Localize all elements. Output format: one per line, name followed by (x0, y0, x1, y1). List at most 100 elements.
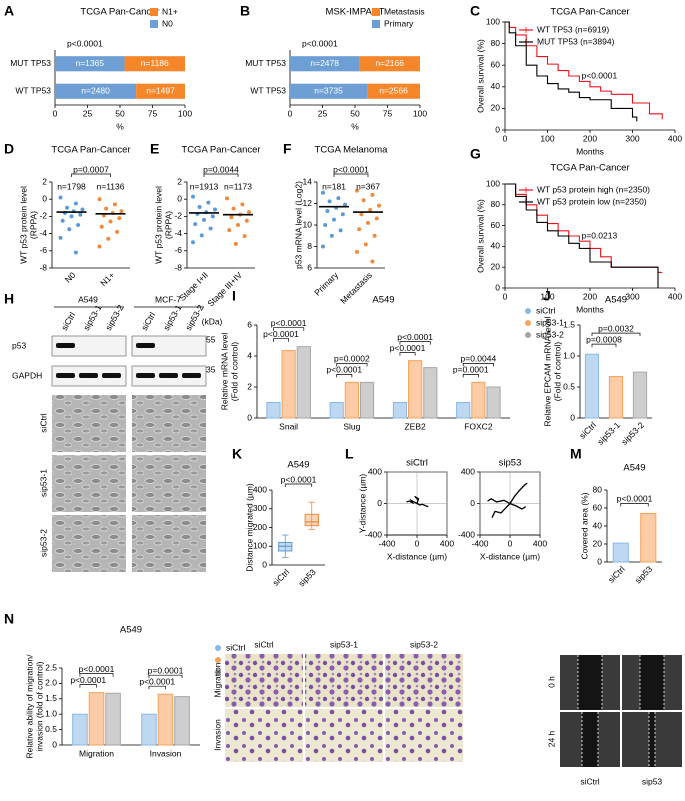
chart-title: sip53 (499, 458, 522, 469)
x-tick-label: 100 (178, 108, 192, 118)
data-point (338, 228, 343, 233)
panel-letter: M (570, 446, 582, 462)
chart-title: A549 (372, 295, 394, 306)
legend-swatch (150, 8, 158, 16)
n-label: n=1913 (190, 181, 219, 191)
panel-letter: C (470, 3, 480, 19)
data-point (244, 218, 249, 223)
data-point (78, 212, 83, 217)
p-value: p<0.0001 (263, 329, 299, 339)
bar (392, 402, 408, 419)
legend-swatch (372, 8, 380, 16)
y-tick-label: 20 (491, 103, 501, 113)
bar-segment (124, 56, 185, 72)
bar (72, 713, 88, 746)
y-tick-label: -400 (365, 529, 382, 539)
data-point (73, 250, 78, 255)
data-point (115, 229, 120, 234)
significance-bracket (462, 374, 479, 378)
legend-label: sip53-1 (536, 317, 564, 327)
data-point (357, 227, 362, 232)
legend-label: siCtrl (226, 642, 245, 652)
y-tick-label: 8 (307, 241, 312, 251)
data-point (321, 190, 325, 195)
x-tick-label: 0 (415, 538, 420, 548)
y-tick-label: 300 (253, 503, 267, 513)
track (416, 502, 429, 508)
y-tick-label: 0 (42, 193, 47, 203)
y-tick-label: -2 (39, 211, 47, 221)
x-tick-label: sip53 (633, 564, 655, 586)
data-point (359, 212, 364, 217)
y-tick-label: WT TP53 (15, 86, 51, 96)
micrograph (132, 395, 206, 452)
bar-segment (359, 56, 420, 72)
x-axis-label: X-distance (µm) (387, 551, 447, 561)
x-tick-label: 50 (115, 108, 125, 118)
p-value: p<0.0001 (281, 474, 317, 484)
y-tick-label: 400 (253, 484, 267, 494)
y-axis-label: p53 mRNA level (Log2) (293, 181, 303, 269)
x-tick-label: Metastasis (338, 270, 374, 306)
data-point (191, 240, 195, 245)
band-label: GAPDH (12, 370, 42, 380)
y-tick-label: 4 (247, 350, 252, 360)
data-point (325, 209, 330, 214)
column-label: sip53-2 (410, 639, 438, 649)
y-tick-label: MUT TP53 (245, 58, 286, 68)
bar (359, 381, 375, 419)
significance-bracket (273, 327, 305, 331)
significance-bracket (273, 338, 289, 342)
y-tick-label: -8 (174, 262, 182, 272)
data-point (58, 195, 63, 200)
legend-label: N0 (162, 18, 173, 28)
x-tick-label: 400 (533, 538, 547, 548)
data-point (208, 226, 213, 231)
transwell-image (225, 709, 303, 762)
x-tick-label: 0 (503, 133, 508, 143)
micrograph (52, 455, 126, 512)
x-tick-label: siCtrl (577, 420, 598, 441)
y-tick-label: 0 (570, 412, 575, 422)
legend-label: N1+ (162, 6, 178, 16)
y-tick-label: 60 (491, 220, 501, 230)
y-tick-label: 0 (262, 559, 267, 569)
y-tick-label: WT TP53 (250, 86, 286, 96)
band-size: 55 (206, 334, 216, 344)
data-point (321, 244, 325, 249)
y-axis-label: Overall survival (%) (475, 199, 485, 273)
x-tick-label: 0 (53, 108, 58, 118)
significance-bracket (620, 503, 649, 507)
chart-title: TCGA Pan-Cancer (181, 145, 260, 156)
bar (423, 367, 438, 419)
legend-swatch (215, 669, 221, 675)
chart-title: MSK-IMPACT (326, 7, 385, 18)
x-tick-label: siCtrl (606, 564, 627, 585)
y-tick-label: 2.0 (45, 678, 57, 688)
x-tick-label: 0 (503, 291, 508, 301)
x-tick-label: Snail (279, 421, 298, 431)
significance-bracket (148, 685, 166, 690)
blot-band (56, 343, 75, 348)
significance-bracket (399, 352, 416, 356)
bar (281, 350, 296, 419)
n-label: n=1173 (224, 181, 252, 191)
data-point (108, 219, 113, 224)
legend-label: WT p53 protein low (n=2350) (537, 196, 647, 206)
x-axis-label: Months (576, 304, 604, 314)
bar-segment (290, 56, 360, 72)
chart-title: TCGA Pan-Cancer (80, 7, 159, 18)
wound-gap (578, 655, 602, 710)
cell-line: A549 (78, 294, 98, 304)
y-tick-label: 1.5 (45, 693, 57, 703)
p-value: p<0.0001 (326, 365, 362, 375)
p-value: p<0.0001 (139, 676, 175, 686)
panel-letter: A (4, 3, 14, 19)
x-tick-label: 100 (540, 291, 554, 301)
p-value: p=0.0001 (453, 365, 489, 375)
data-point (227, 228, 232, 233)
y-tick-label: 80 (491, 199, 501, 209)
segment-label: n=2566 (379, 86, 408, 96)
row-label: Migration (212, 662, 222, 697)
